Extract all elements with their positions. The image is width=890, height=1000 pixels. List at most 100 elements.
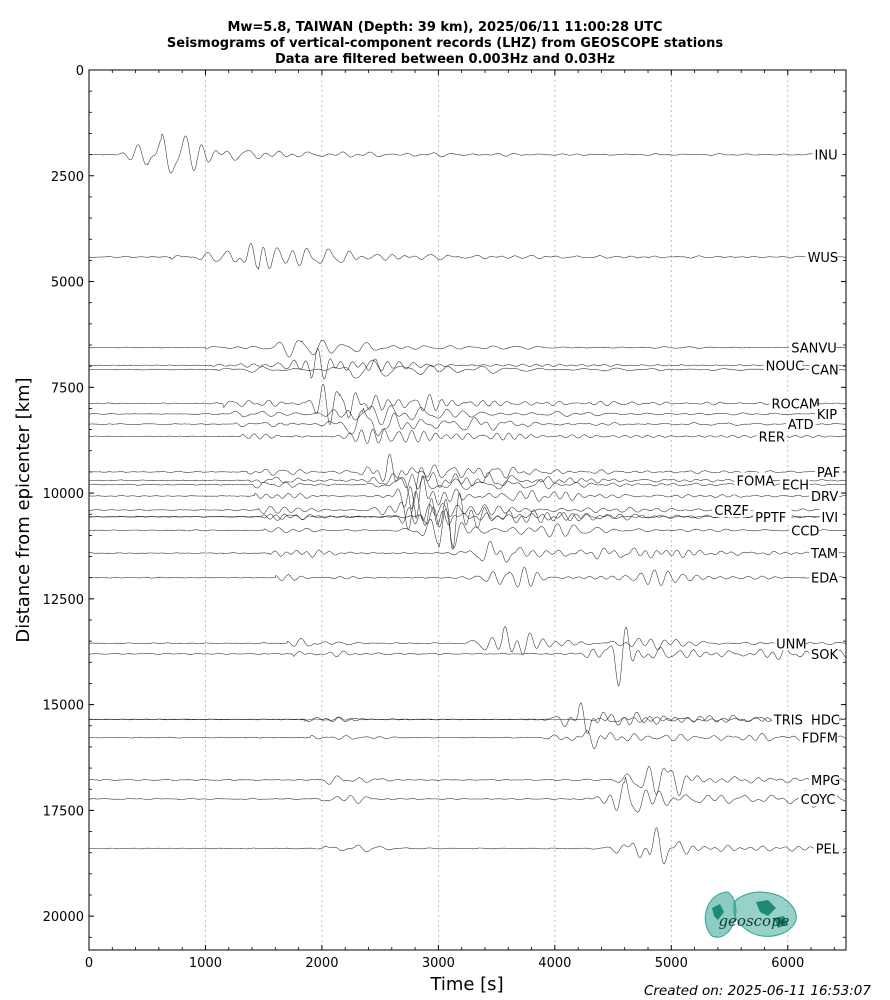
trace-unm	[88, 626, 847, 656]
trace-can	[88, 359, 847, 379]
trace-sok	[88, 626, 847, 687]
station-label-rocam: ROCAM	[771, 397, 819, 412]
station-label-bg	[812, 146, 843, 162]
station-label-bg	[799, 729, 839, 745]
x-tick-label: 2000	[305, 956, 338, 971]
station-label-bg	[789, 339, 837, 355]
station-label-tris: TRIS	[773, 713, 803, 728]
station-label-bg	[769, 395, 817, 411]
station-label-wus: WUS	[808, 251, 839, 266]
seismogram-traces	[88, 133, 847, 865]
title-line-1: Mw=5.8, TAIWAN (Depth: 39 km), 2025/06/1…	[227, 20, 662, 35]
y-tick-label: 10000	[43, 487, 84, 502]
y-tick-label: 17500	[43, 804, 84, 819]
station-label-bg	[798, 790, 837, 806]
y-tick-label: 5000	[51, 276, 84, 291]
station-label-nouc: NOUC	[766, 359, 805, 374]
station-label-bg	[809, 488, 839, 504]
station-label-paf: PAF	[817, 466, 840, 481]
station-label-tam: TAM	[810, 547, 838, 562]
logo-landmass	[712, 900, 788, 928]
trace-coyc	[88, 776, 847, 813]
station-label-pptf: PPTF	[755, 511, 786, 526]
x-tick-label: 5000	[655, 956, 688, 971]
station-label-rer: RER	[759, 430, 785, 445]
y-axis-label: Distance from epicenter [km]	[13, 377, 34, 642]
station-label-bg	[805, 249, 836, 264]
x-tick-label: 4000	[538, 956, 571, 971]
station-label-bg	[756, 428, 787, 444]
station-label-bg	[814, 463, 845, 479]
station-label-bg	[809, 569, 839, 585]
x-tick-label: 3000	[422, 956, 455, 971]
station-label-bg	[734, 472, 773, 488]
station-label-fdfm: FDFM	[802, 732, 838, 747]
trace-wus	[88, 243, 847, 270]
station-label-mpg: MPG	[811, 774, 840, 789]
station-label-sok: SOK	[811, 648, 838, 663]
station-label-drv: DRV	[811, 490, 838, 505]
station-label-bg	[771, 711, 811, 727]
station-label-unm: UNM	[776, 637, 806, 652]
chart-title: Mw=5.8, TAIWAN (Depth: 39 km), 2025/06/1…	[167, 20, 723, 67]
trace-mpg	[88, 765, 847, 796]
trace-eda	[88, 566, 847, 588]
trace-rer	[89, 428, 847, 444]
station-label-inu: INU	[815, 149, 838, 164]
station-label-eda: EDA	[811, 572, 838, 587]
trace-paf	[88, 453, 847, 482]
station-label-bg	[813, 840, 844, 856]
station-label-bg	[819, 508, 850, 524]
station-label-bg	[809, 545, 839, 561]
station-label-crzf: CRZF	[714, 504, 749, 519]
station-label-bg	[753, 508, 792, 524]
y-tick-label: 20000	[43, 910, 84, 925]
geoscope-logo: geoscope	[704, 891, 797, 938]
y-tick-label: 15000	[43, 699, 84, 714]
station-label-pel: PEL	[816, 842, 840, 857]
trace-rocam	[88, 383, 847, 425]
trace-sanvu	[88, 339, 847, 358]
trace-ech	[89, 467, 847, 510]
station-label-bg	[774, 635, 804, 651]
station-label-bg	[809, 771, 839, 787]
station-label-coyc: COYC	[801, 793, 836, 808]
station-label-bg	[809, 361, 839, 377]
trace-tam	[88, 540, 847, 563]
trace-hdc	[88, 711, 846, 726]
y-tick-label: 12500	[43, 593, 84, 608]
station-label-bg	[809, 711, 839, 727]
trace-nouc	[89, 347, 847, 380]
station-label-bg	[814, 405, 845, 421]
x-axis-label: Time [s]	[429, 974, 503, 995]
title-line-2: Seismograms of vertical-component record…	[167, 36, 723, 51]
x-tick-label: 6000	[771, 956, 804, 971]
x-tick-label: 0	[85, 956, 93, 971]
y-tick-label: 2500	[51, 170, 84, 185]
created-timestamp: Created on: 2025-06-11 16:53:07	[644, 983, 871, 999]
station-label-bg	[712, 502, 751, 517]
trace-ivi	[88, 492, 847, 550]
x-tick-label: 1000	[189, 956, 222, 971]
trace-ccd	[88, 508, 846, 549]
station-label-bg	[763, 357, 803, 373]
station-label-foma: FOMA	[737, 474, 775, 489]
trace-foma	[88, 471, 847, 490]
trace-kip	[88, 405, 847, 426]
y-tick-label: 7500	[51, 381, 84, 396]
station-label-hdc: HDC	[811, 713, 840, 728]
y-tick-label: 0	[76, 64, 84, 79]
station-label-ccd: CCD	[791, 524, 819, 539]
trace-atd	[89, 408, 847, 436]
title-line-3: Data are filtered between 0.003Hz and 0.…	[275, 52, 615, 67]
station-label-ivi: IVI	[822, 511, 839, 526]
station-label-can: CAN	[811, 364, 839, 379]
grid-lines	[205, 70, 789, 950]
station-label-ech: ECH	[782, 479, 809, 494]
station-label-bg	[789, 522, 820, 538]
trace-fdfm	[88, 730, 847, 750]
trace-inu	[88, 133, 847, 174]
station-label-kip: KIP	[817, 408, 837, 423]
